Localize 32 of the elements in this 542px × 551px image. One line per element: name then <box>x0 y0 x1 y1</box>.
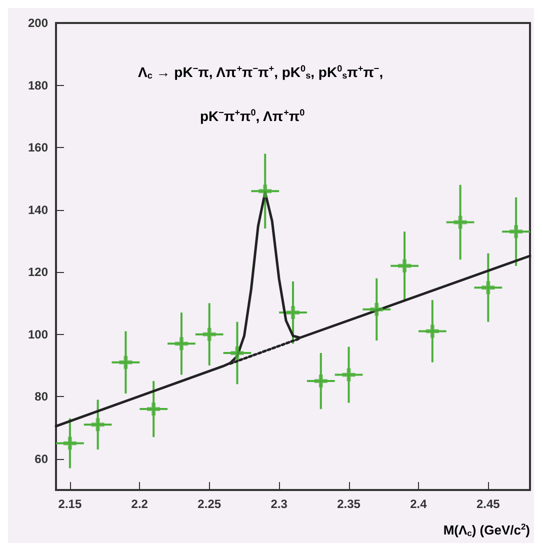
point <box>202 328 216 341</box>
x-tick-label: 2.3 <box>270 497 288 511</box>
y-tick-label: 200 <box>28 16 48 30</box>
x-tick-label: 2.15 <box>58 497 82 511</box>
x-tick-label: 2.25 <box>198 497 222 511</box>
point <box>342 368 356 382</box>
point <box>258 184 272 198</box>
point <box>426 324 439 338</box>
y-tick-label: 160 <box>28 140 48 155</box>
point <box>286 306 300 320</box>
point <box>454 216 467 229</box>
y-tick-label: 180 <box>28 78 48 92</box>
x-tick-label: 2.35 <box>337 497 361 511</box>
point <box>510 225 523 238</box>
point <box>398 259 412 272</box>
point <box>63 436 76 450</box>
point <box>370 302 384 316</box>
x-tick-label: 2.4 <box>410 497 428 511</box>
x-tick-label: 2.45 <box>476 497 500 511</box>
y-tick-label: 100 <box>28 327 48 342</box>
point <box>91 418 104 432</box>
point <box>119 356 132 369</box>
point <box>147 402 160 416</box>
x-tick-label: 2.2 <box>131 497 148 511</box>
y-tick-label: 60 <box>34 452 48 466</box>
point <box>482 281 495 294</box>
y-tick-label: 140 <box>28 202 48 217</box>
point <box>230 346 244 360</box>
y-tick-label: 80 <box>34 390 48 404</box>
y-tick-label: 120 <box>28 265 48 280</box>
point <box>314 374 328 388</box>
point <box>174 337 188 350</box>
